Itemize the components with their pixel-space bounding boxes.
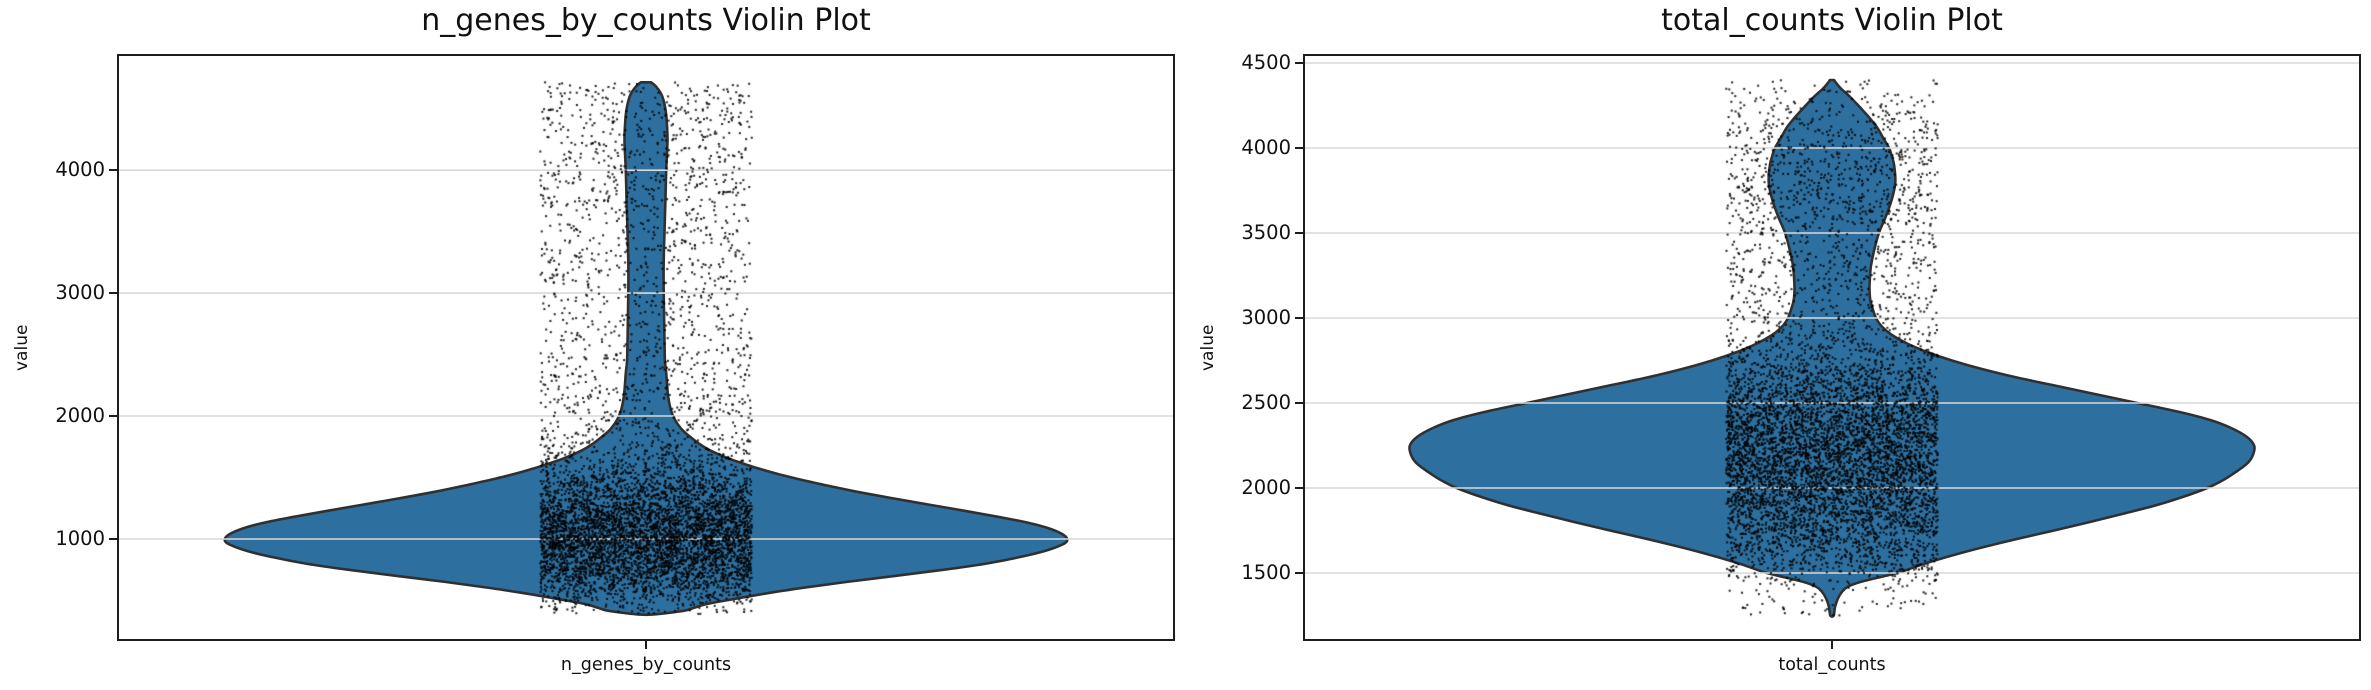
y-tick-label: 4000: [55, 158, 105, 182]
x-tick-label: n_genes_by_counts: [560, 655, 732, 675]
y-tick-mark: [1295, 572, 1303, 574]
y-tick-label: 4000: [1241, 136, 1291, 159]
y-tick-label: 2000: [1241, 476, 1291, 499]
scatter-points-canvas: [1303, 54, 2361, 641]
y-tick-mark: [1295, 402, 1303, 404]
plot-title: total_counts Violin Plot: [1661, 3, 2003, 38]
y-tick-mark: [109, 415, 117, 418]
x-tick-mark: [1831, 641, 1833, 649]
y-tick-mark: [109, 292, 117, 295]
y-tick-label: 3000: [55, 281, 105, 305]
y-tick-label: 2500: [1241, 391, 1291, 414]
y-tick-label: 3000: [1241, 306, 1291, 329]
axes-area: [1303, 54, 2361, 641]
y-tick-mark: [1295, 147, 1303, 149]
y-tick-label: 1500: [1241, 561, 1291, 584]
scatter-points-canvas: [117, 54, 1175, 641]
y-tick-mark: [109, 169, 117, 172]
y-tick-mark: [1295, 317, 1303, 319]
y-axis-label: value: [12, 324, 32, 371]
x-tick-mark: [645, 641, 647, 649]
y-tick-label: 2000: [55, 404, 105, 428]
y-tick-label: 4500: [1241, 51, 1291, 74]
y-tick-mark: [1295, 62, 1303, 64]
y-tick-mark: [1295, 232, 1303, 234]
y-tick-mark: [1295, 487, 1303, 489]
y-tick-mark: [109, 537, 117, 540]
plot-title: n_genes_by_counts Violin Plot: [421, 3, 871, 38]
x-tick-label: total_counts: [1778, 655, 1886, 675]
y-tick-label: 3500: [1241, 221, 1291, 244]
y-tick-label: 1000: [55, 526, 105, 550]
axes-area: [117, 54, 1175, 641]
